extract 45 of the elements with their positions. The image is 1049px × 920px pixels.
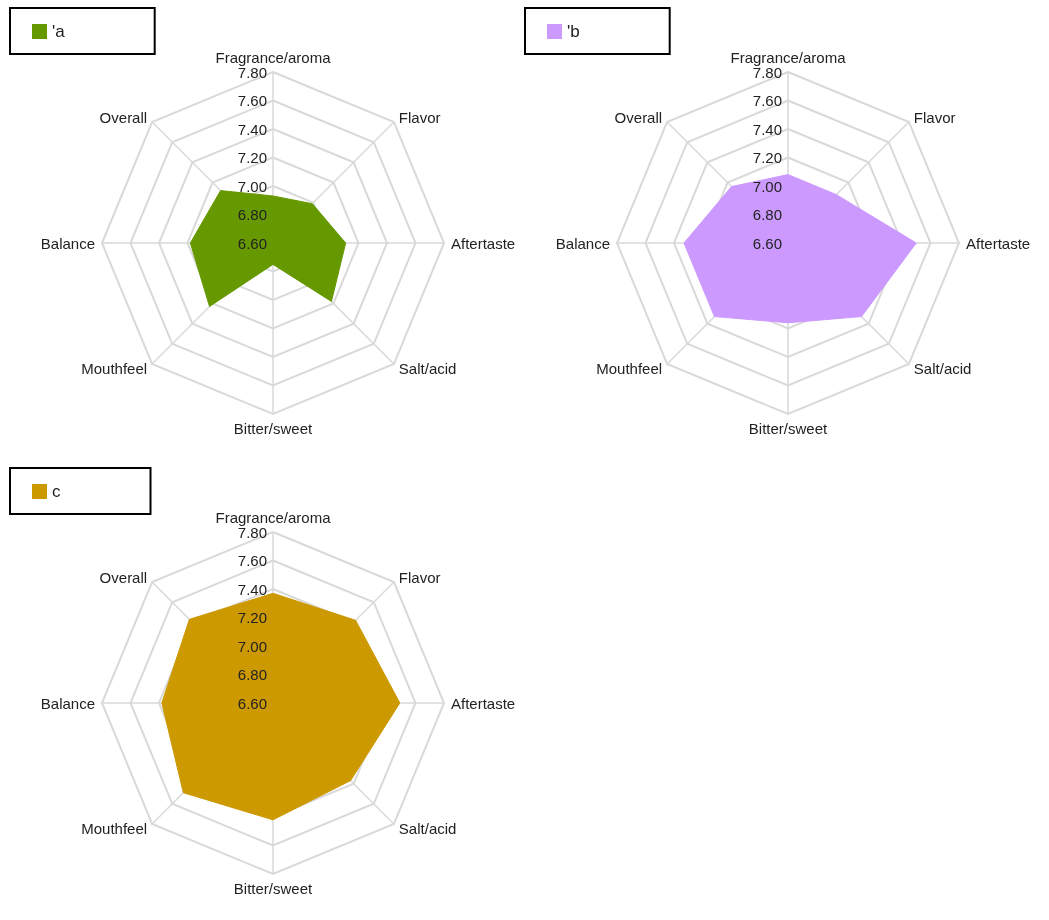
spoke-label: Balance xyxy=(40,234,95,252)
spoke-label: Bitter/sweet xyxy=(233,420,314,437)
spoke-label: Bitter/sweet xyxy=(233,880,314,897)
spoke-label: Flavor xyxy=(398,568,441,586)
y-tick-label: 6.80 xyxy=(752,206,782,223)
y-tick-label: 7.40 xyxy=(237,120,267,138)
y-tick-label: 7.40 xyxy=(237,580,267,598)
spoke-label: Flavor xyxy=(398,108,441,126)
y-tick-label: 7.20 xyxy=(237,609,267,626)
y-tick-label: 7.60 xyxy=(752,92,782,109)
spoke-label: Mouthfeel xyxy=(81,820,148,838)
spoke-label: Aftertaste xyxy=(451,234,516,252)
y-tick-label: 6.80 xyxy=(237,666,267,683)
spoke-label: Overall xyxy=(99,568,148,586)
spoke-label: Mouthfeel xyxy=(596,360,663,378)
legend-label: 'a xyxy=(52,22,66,41)
spoke-label: Overall xyxy=(614,108,663,126)
y-tick-label: 6.60 xyxy=(237,234,267,252)
spoke-label: Balance xyxy=(555,234,610,252)
spoke-label: Balance xyxy=(40,694,95,712)
legend-label: 'b xyxy=(567,22,580,41)
y-tick-label: 7.60 xyxy=(237,552,267,569)
spoke-label: Salt/acid xyxy=(913,360,972,378)
spoke-label: Bitter/sweet xyxy=(748,420,829,437)
spoke-label: Overall xyxy=(99,108,148,126)
y-tick-label: 7.00 xyxy=(237,637,267,655)
y-tick-label: 7.40 xyxy=(752,120,782,138)
y-tick-label: 7.20 xyxy=(237,149,267,166)
spoke-label: Fragrance/aroma xyxy=(215,509,332,526)
legend-label: c xyxy=(52,482,61,501)
y-tick-label: 6.60 xyxy=(237,694,267,712)
y-tick-label: 7.60 xyxy=(237,92,267,109)
y-tick-label: 6.60 xyxy=(752,234,782,252)
spoke-label: Flavor xyxy=(913,108,956,126)
spoke-label: Aftertaste xyxy=(966,234,1031,252)
y-tick-label: 7.00 xyxy=(752,177,782,195)
y-tick-label: 7.20 xyxy=(752,149,782,166)
spoke-label: Fragrance/aroma xyxy=(730,49,847,66)
spoke-label: Aftertaste xyxy=(451,694,516,712)
spoke-label: Fragrance/aroma xyxy=(215,49,332,66)
y-tick-label: 7.00 xyxy=(237,177,267,195)
y-tick-label: 6.80 xyxy=(237,206,267,223)
spoke-label: Salt/acid xyxy=(398,360,457,378)
spoke-label: Mouthfeel xyxy=(81,360,148,378)
spoke-label: Salt/acid xyxy=(398,820,457,838)
